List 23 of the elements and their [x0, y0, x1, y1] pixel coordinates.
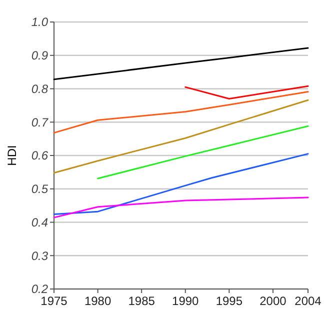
y-tick-label: 0.3 [31, 248, 48, 263]
y-tick-label: 0.9 [31, 48, 48, 63]
line-series [53, 153, 309, 215]
x-tick-label: 1980 [84, 294, 112, 308]
y-tick-label: 1.0 [31, 15, 48, 30]
line-series [53, 47, 309, 80]
y-tick-label: 0.7 [31, 115, 50, 130]
x-tick-label: 2004 [294, 294, 322, 308]
x-tick-label: 1995 [216, 294, 243, 308]
line-series [97, 125, 309, 180]
y-tick-label: 0.2 [31, 282, 48, 296]
y-tick-label: 0.6 [31, 148, 48, 163]
y-tick-label: 0.4 [31, 215, 48, 230]
y-tick-label: 0.8 [31, 82, 48, 96]
line-series [53, 99, 309, 174]
x-tick-label: 1985 [128, 294, 156, 308]
x-tick-label: 1975 [40, 294, 68, 308]
y-tick-label: 0.5 [31, 182, 48, 196]
x-tick-label: 1990 [172, 294, 200, 308]
line-series [53, 91, 309, 134]
line-series [53, 196, 309, 218]
y-axis-title: HDI [5, 145, 19, 166]
x-tick-label: 2000 [260, 294, 287, 308]
